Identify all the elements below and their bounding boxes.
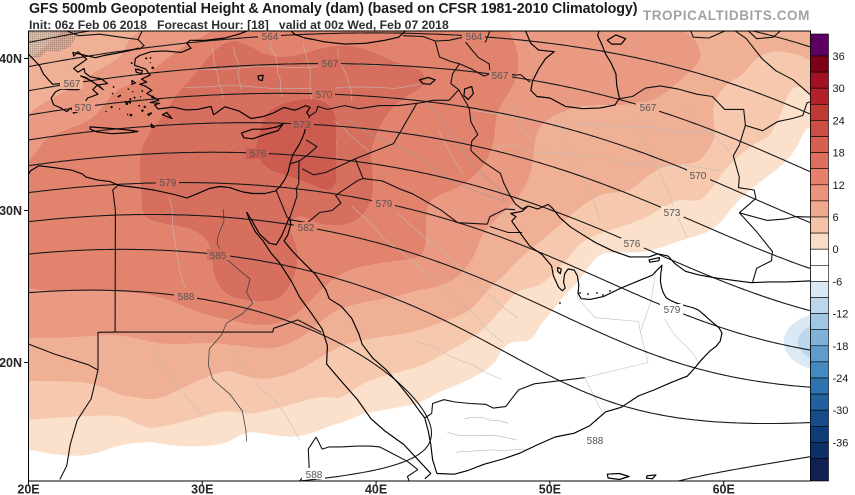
svg-text:573: 573 xyxy=(664,208,681,219)
svg-text:582: 582 xyxy=(298,223,315,234)
svg-text:-18: -18 xyxy=(833,341,849,353)
svg-text:570: 570 xyxy=(316,90,333,101)
svg-text:60E: 60E xyxy=(713,483,735,495)
svg-text:570: 570 xyxy=(690,171,707,182)
svg-text:567: 567 xyxy=(492,71,509,82)
svg-text:579: 579 xyxy=(664,305,681,316)
svg-text:30N: 30N xyxy=(0,204,22,218)
svg-text:567: 567 xyxy=(64,79,81,90)
svg-text:20N: 20N xyxy=(0,356,22,370)
svg-text:567: 567 xyxy=(322,59,339,70)
svg-text:576: 576 xyxy=(624,239,641,250)
svg-text:564: 564 xyxy=(466,32,483,43)
svg-text:564: 564 xyxy=(262,32,279,43)
svg-text:579: 579 xyxy=(376,199,393,210)
svg-text:18: 18 xyxy=(833,148,845,160)
svg-text:20E: 20E xyxy=(17,483,39,495)
svg-text:570: 570 xyxy=(75,103,92,114)
svg-text:576: 576 xyxy=(250,149,267,160)
svg-text:588: 588 xyxy=(587,436,604,447)
svg-text:-36: -36 xyxy=(833,437,849,449)
svg-text:585: 585 xyxy=(210,251,227,262)
svg-text:36: 36 xyxy=(833,51,845,63)
svg-text:12: 12 xyxy=(833,180,845,192)
svg-text:-6: -6 xyxy=(833,276,843,288)
svg-text:-12: -12 xyxy=(833,309,849,321)
svg-text:6: 6 xyxy=(833,212,839,224)
svg-text:573: 573 xyxy=(294,120,311,131)
svg-text:-24: -24 xyxy=(833,373,849,385)
svg-text:588: 588 xyxy=(178,292,195,303)
svg-text:40N: 40N xyxy=(0,52,22,66)
svg-text:0: 0 xyxy=(833,244,839,256)
svg-text:567: 567 xyxy=(640,103,657,114)
svg-text:30E: 30E xyxy=(191,483,213,495)
svg-text:-30: -30 xyxy=(833,405,849,417)
svg-text:579: 579 xyxy=(160,178,177,189)
svg-text:50E: 50E xyxy=(539,483,561,495)
svg-text:30: 30 xyxy=(833,83,845,95)
svg-text:588: 588 xyxy=(306,470,323,481)
svg-text:24: 24 xyxy=(833,115,845,127)
svg-text:40E: 40E xyxy=(365,483,387,495)
